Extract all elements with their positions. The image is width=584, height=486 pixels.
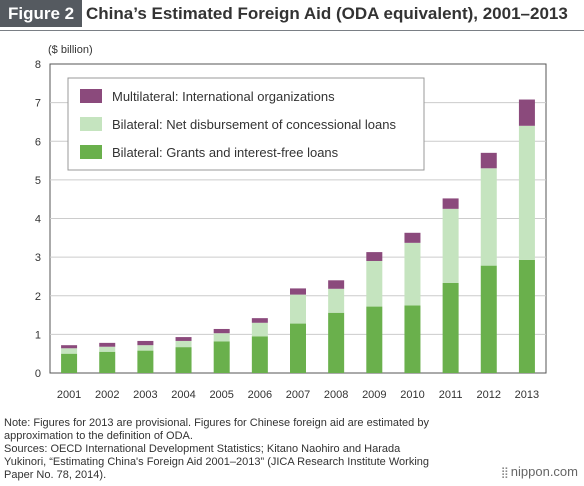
x-tick-label: 2008 <box>324 389 348 401</box>
note-line: Note: Figures for 2013 are provisional. … <box>4 417 429 429</box>
y-tick-label: 7 <box>35 98 41 110</box>
x-tick-label: 2009 <box>362 389 386 401</box>
bar-segment <box>213 341 230 373</box>
x-tick-label: 2012 <box>477 389 501 401</box>
x-tick-label: 2003 <box>133 389 157 401</box>
chart-title: China’s Estimated Foreign Aid (ODA equiv… <box>86 4 568 23</box>
legend-box <box>67 77 425 171</box>
bar-segment <box>366 260 383 307</box>
title-row: Figure 2 China’s Estimated Foreign Aid (… <box>0 0 584 30</box>
bar-segment <box>366 306 383 373</box>
bar-segment <box>480 265 497 373</box>
bar-segment <box>175 347 192 373</box>
bar-segment <box>213 333 230 342</box>
bar-segment <box>518 125 535 260</box>
nippon-logo-icon: ⣿ <box>500 467 509 479</box>
bar-segment <box>518 259 535 373</box>
legend-label: Bilateral: Grants and interest-free loan… <box>112 145 339 160</box>
bar-segment <box>251 336 268 373</box>
bar-segment <box>442 208 459 284</box>
y-tick-label: 6 <box>35 136 41 148</box>
y-tick-label: 8 <box>35 59 41 71</box>
bar-segment <box>175 337 192 341</box>
legend-swatch <box>80 145 102 159</box>
legend-label: Multilateral: International organization… <box>112 89 335 104</box>
brand-name: nippon.com <box>510 464 578 479</box>
sources-line: Paper No. 78, 2014). <box>4 469 107 481</box>
bar-segment <box>99 342 116 347</box>
bar-segment <box>518 99 535 126</box>
bar-segment <box>99 346 116 352</box>
x-tick-label: 2013 <box>515 389 539 401</box>
bar-segment <box>442 283 459 373</box>
bar-segment <box>137 340 154 346</box>
bar-segment <box>480 168 497 266</box>
x-axis-ticks: 2001 2002 2003 2004 2005 2006 2007 2008 2009 2010… <box>57 389 539 401</box>
title-rule <box>0 30 584 31</box>
bar-segment <box>328 312 345 373</box>
bar-segment <box>61 353 78 373</box>
y-tick-label: 4 <box>35 214 41 226</box>
x-tick-label: 2002 <box>95 389 119 401</box>
x-tick-label: 2011 <box>439 389 463 401</box>
bar-segment <box>404 232 421 243</box>
bar-segment <box>137 345 154 351</box>
bar-segment <box>251 322 268 337</box>
bar-segment <box>442 198 459 209</box>
bar-segment <box>328 288 345 313</box>
bar-segment <box>404 242 421 306</box>
bar-segment <box>328 280 345 289</box>
bar-segment <box>290 294 306 324</box>
y-tick-label: 3 <box>35 252 41 264</box>
note-line: approximation to the definition of ODA. <box>4 430 193 442</box>
y-tick-label: 1 <box>35 329 41 341</box>
bar-segment <box>137 350 154 373</box>
legend-swatch <box>80 89 102 103</box>
x-tick-label: 2006 <box>248 389 272 401</box>
y-axis-unit-label: ($ billion) <box>48 44 93 56</box>
sources-line: Yukinori, “Estimating China's Foreign Ai… <box>4 456 429 468</box>
bar-segment <box>61 348 78 354</box>
legend-swatch <box>80 117 102 131</box>
x-tick-label: 2007 <box>286 389 310 401</box>
bar-segment <box>175 340 192 348</box>
bar-segment <box>251 318 268 323</box>
y-tick-label: 5 <box>35 175 41 187</box>
bar-segment <box>61 345 78 349</box>
bar-segment <box>290 288 306 295</box>
legend: Multilateral: International organization… <box>67 77 425 171</box>
y-tick-label: 0 <box>35 368 41 380</box>
x-tick-label: 2004 <box>171 389 195 401</box>
bar-segment <box>480 152 497 169</box>
x-tick-label: 2005 <box>209 389 233 401</box>
brand: ⣿ nippon.com <box>501 464 578 479</box>
figure-label: Figure 2 <box>0 0 83 27</box>
x-tick-label: 2001 <box>57 389 81 401</box>
bar-segment <box>366 252 383 261</box>
bar-segment <box>213 328 230 334</box>
bars <box>61 99 535 373</box>
x-tick-label: 2010 <box>400 389 424 401</box>
bar-segment <box>99 351 116 373</box>
bar-segment <box>290 323 306 373</box>
notes: Note: Figures for 2013 are provisional. … <box>4 417 474 482</box>
legend-label: Bilateral: Net disbursement of concessio… <box>112 117 396 132</box>
y-axis-ticks: 0 1 2 3 4 5 6 7 8 <box>35 59 41 380</box>
sources-line: Sources: OECD International Development … <box>4 443 401 455</box>
bar-segment <box>404 305 421 373</box>
y-tick-label: 2 <box>35 291 41 303</box>
